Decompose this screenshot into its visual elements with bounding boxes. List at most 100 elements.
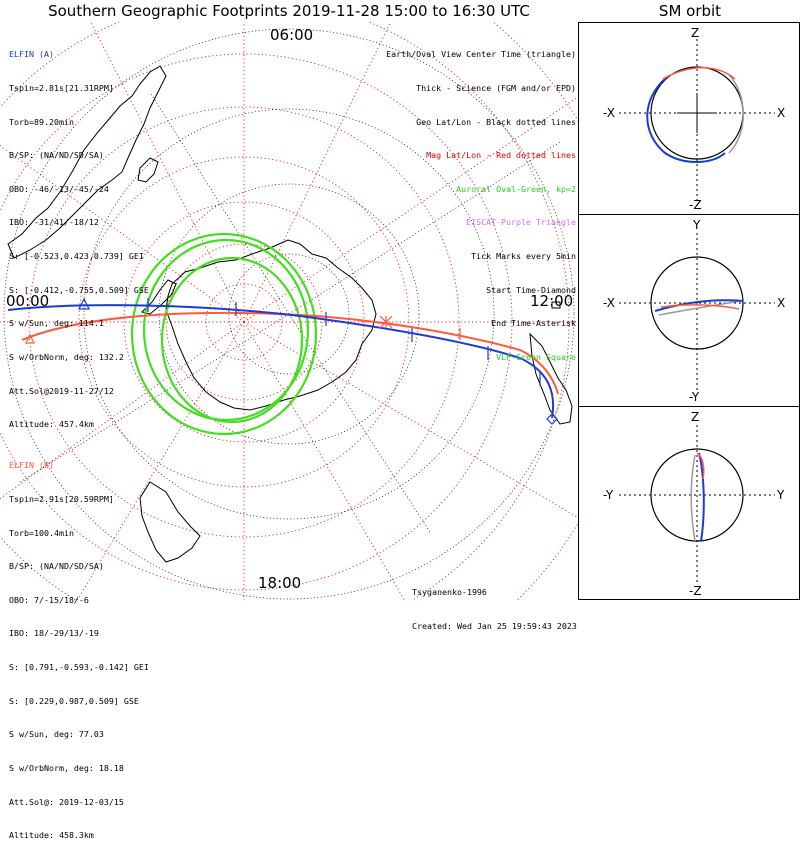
credits: Tsyganenko-1996 Created: Wed Jan 25 19:5…	[412, 565, 577, 643]
elfin-b-track	[21, 311, 559, 395]
geographic-grid	[3, 28, 575, 600]
axis-label-bottom: -Z	[689, 198, 702, 212]
elfin-a-line: S: [-0.412,-0.755,0.509] GSE	[9, 284, 149, 295]
elfin-b-line: Torb=100.4min	[9, 527, 74, 538]
legend-item: EISCAT-Purple Triangle	[466, 217, 576, 228]
mag-lat-circle	[0, 53, 513, 591]
legend-item: Earth/Oval View Center Time (triangle)	[386, 49, 576, 60]
elfin-b-orbit	[662, 67, 736, 80]
legend-item: Tick Marks every 5min	[471, 251, 576, 262]
clock-label-right: 12:00	[530, 292, 574, 310]
geo-lat-circle	[3, 28, 575, 600]
geo-lon-line	[288, 141, 561, 315]
clock-label-top: 06:00	[270, 26, 314, 44]
elfin-a-info: ELFIN (A) Tspin=2.81s[21.31RPM] Torb=89.…	[9, 27, 149, 442]
legend-item: Auroral Oval-Green, kp=2	[456, 183, 576, 194]
plot-title: Southern Geographic Footprints 2019-11-2…	[48, 2, 530, 20]
axis-label-right: X	[777, 106, 785, 120]
sm-orbit-title: SM orbit	[658, 2, 722, 20]
antarctica-coastline	[165, 239, 377, 411]
elfin-a-line: B/SP: (NA/ND/SD/SA)	[9, 150, 104, 161]
legend-item: Thick - Science (FGM and/or EPD)	[416, 83, 576, 94]
elfin-a-track	[7, 304, 555, 419]
elfin-b-line: S: [0.791,-0.593,-0.142] GEI	[9, 662, 149, 673]
legend-item: Mag Lat/Lon - Red dotted lines	[426, 150, 576, 161]
elfin-b-orbit	[660, 304, 740, 310]
elfin-a-header: ELFIN (A)	[9, 49, 54, 60]
elfin-a-line: Altitude: 457.4km	[9, 419, 94, 430]
mag-lon-line	[90, 22, 245, 323]
elfin-b-line: S w/Sun, deg: 77.03	[9, 729, 104, 740]
orbit-trace-gray	[728, 74, 744, 154]
south-georgia-coastline	[137, 157, 159, 183]
orbit-trace-gray	[690, 454, 696, 542]
auroral-oval-outer	[130, 232, 318, 436]
model-credit: Tsyganenko-1996	[412, 587, 487, 598]
elfin-a-line: IBO: -31/41/-18/12	[9, 217, 99, 228]
earth-circle	[650, 256, 744, 350]
elfin-a-line: S: [-0.523,0.423,0.739] GEI	[9, 251, 144, 262]
elfin-b-info: ELFIN (B) Tspin=2.91s[20.59RPM] Torb=100…	[9, 438, 149, 853]
mag-lat-circle	[0, 22, 570, 600]
mag-lon-line	[243, 321, 405, 600]
axis-label-top: Y	[692, 218, 701, 232]
south-america-coastline	[7, 65, 167, 259]
legend-item: End Time-Asterisk	[491, 318, 576, 329]
elfin-a-line: S w/Sun, deg: 114.1	[9, 318, 104, 329]
elfin-b-line: S: [0.229,0.987,0.509] GSE	[9, 695, 139, 706]
axis-label-right: X	[777, 296, 785, 310]
auroral-oval-inner	[160, 256, 304, 424]
axis-label-top: Z	[691, 26, 699, 40]
elfin-a-orbit	[646, 76, 726, 163]
elfin-a-orbit	[698, 452, 705, 542]
mag-lon-line	[76, 321, 245, 600]
axis-label-top: Z	[691, 410, 699, 424]
clock-label-bottom: 18:00	[258, 574, 302, 592]
antarctic-peninsula-coastline	[141, 279, 177, 315]
elfin-a-view-center-triangle	[78, 297, 90, 310]
elfin-a-line: S w/OrbNorm, deg: 132.2	[9, 351, 124, 362]
auroral-oval	[130, 232, 318, 436]
mag-lon-line	[243, 96, 578, 323]
sm-orbit-panel-yz: Z -Z -Y Y	[578, 406, 800, 600]
geo-lon-line	[288, 313, 431, 533]
elfin-a-line: Torb=89.20min	[9, 116, 74, 127]
mag-lon-line	[243, 321, 578, 518]
elfin-a-line: Tspin=2.81s[21.31RPM]	[9, 83, 114, 94]
legend: Earth/Oval View Center Time (triangle) T…	[386, 27, 576, 374]
axis-label-right: Y	[776, 488, 785, 502]
created-timestamp: Created: Wed Jan 25 19:59:43 2023	[412, 621, 577, 632]
elfin-b-line: Att.Sol@: 2019-12-03/15	[9, 796, 124, 807]
elfin-b-line: IBO: 18/-29/13/-19	[9, 628, 99, 639]
clock-label-left: 00:00	[6, 292, 50, 310]
elfin-a-orbit	[654, 299, 744, 312]
orbit-trace-gray	[658, 300, 740, 316]
sm-orbit-panel-xy: Y -Y -X X	[578, 214, 800, 407]
elfin-b-header: ELFIN (B)	[9, 460, 54, 471]
footprint-map	[0, 22, 578, 600]
elfin-b-markers	[25, 315, 461, 344]
mag-lat-circle	[78, 156, 410, 488]
geo-lat-circle	[228, 253, 350, 375]
earth-circle	[650, 448, 744, 542]
mag-lat-circle	[165, 243, 323, 401]
geo-lon-line	[149, 91, 290, 315]
elfin-b-line: Altitude: 458.3km	[9, 830, 94, 841]
eiscat-marker	[551, 301, 561, 309]
legend-item: VLF-Green Square	[496, 351, 576, 362]
elfin-a-markers	[78, 297, 558, 425]
axis-label-left: -Y	[603, 488, 614, 502]
auroral-oval-mid	[142, 238, 310, 422]
legend-item: Geo Lat/Lon - Black dotted lines	[416, 116, 576, 127]
axis-label-bottom: -Z	[689, 584, 702, 598]
africa-coastline	[139, 481, 201, 563]
elfin-b-line: Tspin=2.91s[20.59RPM]	[9, 494, 114, 505]
geo-lat-circle	[83, 108, 495, 520]
mag-lat-circle	[28, 106, 460, 538]
elfin-b-line: B/SP: (NA/ND/SD/SA)	[9, 561, 104, 572]
elfin-a-end-diamond	[546, 413, 558, 425]
elfin-a-line: OBO: -46/-13/-45/-24	[9, 183, 109, 194]
sm-orbit-panel-xz: Z -Z -X X	[578, 22, 800, 215]
axis-label-left: -X	[603, 296, 615, 310]
axis-label-bottom: -Y	[689, 390, 700, 404]
